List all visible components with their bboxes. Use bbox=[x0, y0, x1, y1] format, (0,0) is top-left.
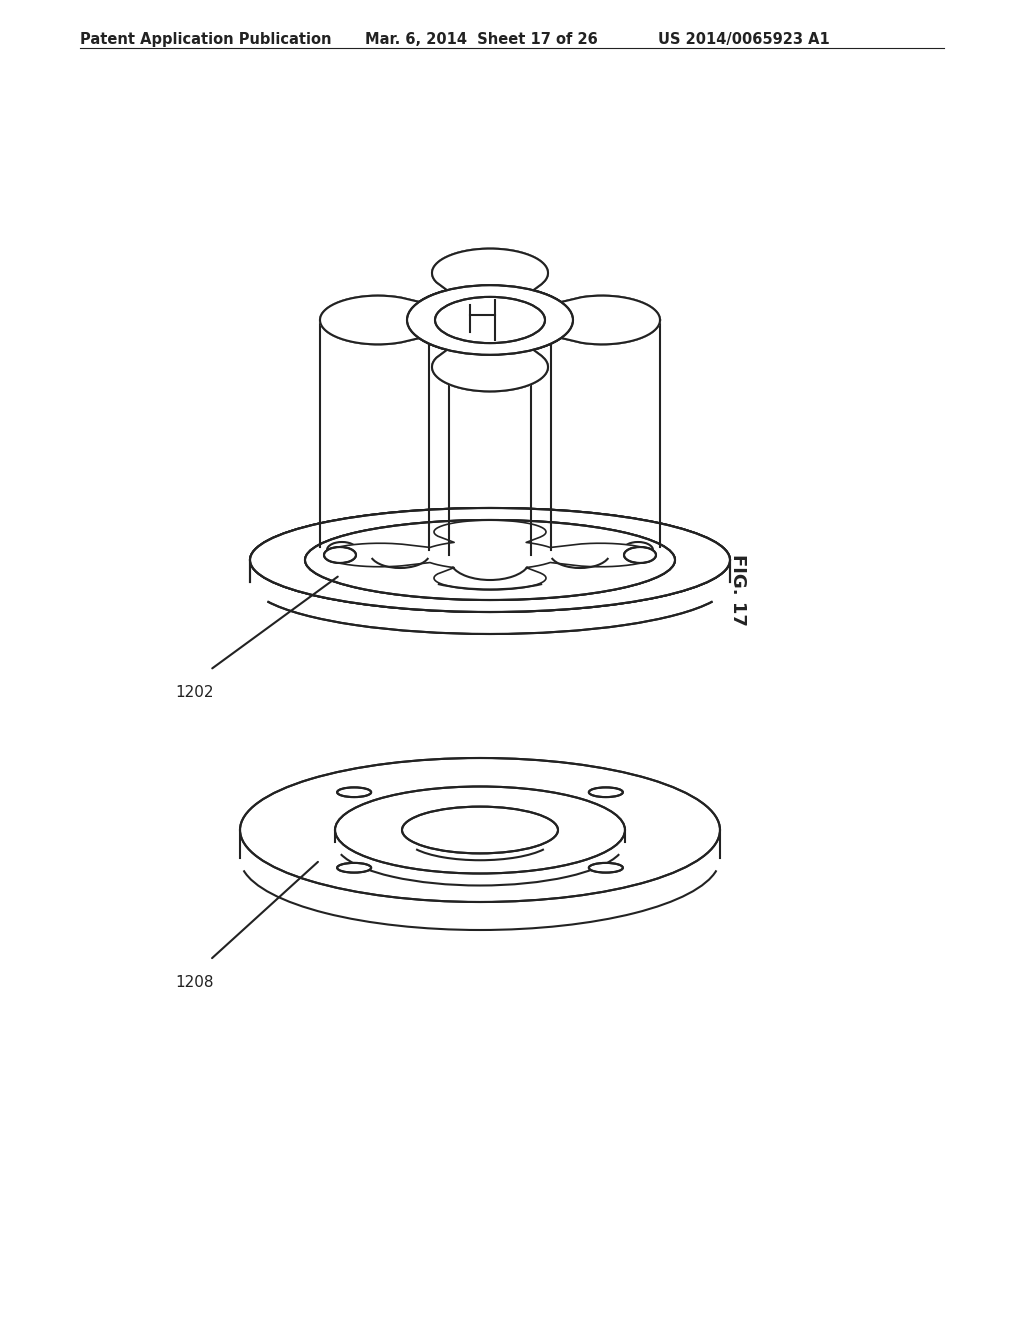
Ellipse shape bbox=[240, 758, 720, 902]
Ellipse shape bbox=[335, 787, 625, 874]
Ellipse shape bbox=[305, 520, 675, 601]
Text: FIG. 17: FIG. 17 bbox=[729, 554, 746, 626]
Ellipse shape bbox=[305, 520, 675, 601]
Text: US 2014/0065923 A1: US 2014/0065923 A1 bbox=[658, 32, 829, 48]
Ellipse shape bbox=[435, 297, 545, 343]
Ellipse shape bbox=[623, 543, 653, 558]
Ellipse shape bbox=[327, 543, 357, 558]
Ellipse shape bbox=[402, 807, 558, 854]
Text: 1202: 1202 bbox=[175, 685, 213, 700]
Ellipse shape bbox=[337, 788, 371, 797]
Polygon shape bbox=[321, 248, 660, 392]
Ellipse shape bbox=[324, 546, 356, 564]
Ellipse shape bbox=[589, 788, 623, 797]
Ellipse shape bbox=[589, 863, 623, 873]
Ellipse shape bbox=[250, 508, 730, 612]
Ellipse shape bbox=[435, 297, 545, 343]
Text: Mar. 6, 2014  Sheet 17 of 26: Mar. 6, 2014 Sheet 17 of 26 bbox=[365, 32, 598, 48]
Ellipse shape bbox=[624, 546, 656, 564]
Ellipse shape bbox=[250, 508, 730, 612]
Ellipse shape bbox=[337, 863, 371, 873]
Ellipse shape bbox=[407, 285, 573, 355]
Text: Patent Application Publication: Patent Application Publication bbox=[80, 32, 332, 48]
Polygon shape bbox=[324, 520, 656, 590]
Ellipse shape bbox=[407, 285, 573, 355]
Text: 1208: 1208 bbox=[175, 975, 213, 990]
Polygon shape bbox=[321, 248, 660, 392]
